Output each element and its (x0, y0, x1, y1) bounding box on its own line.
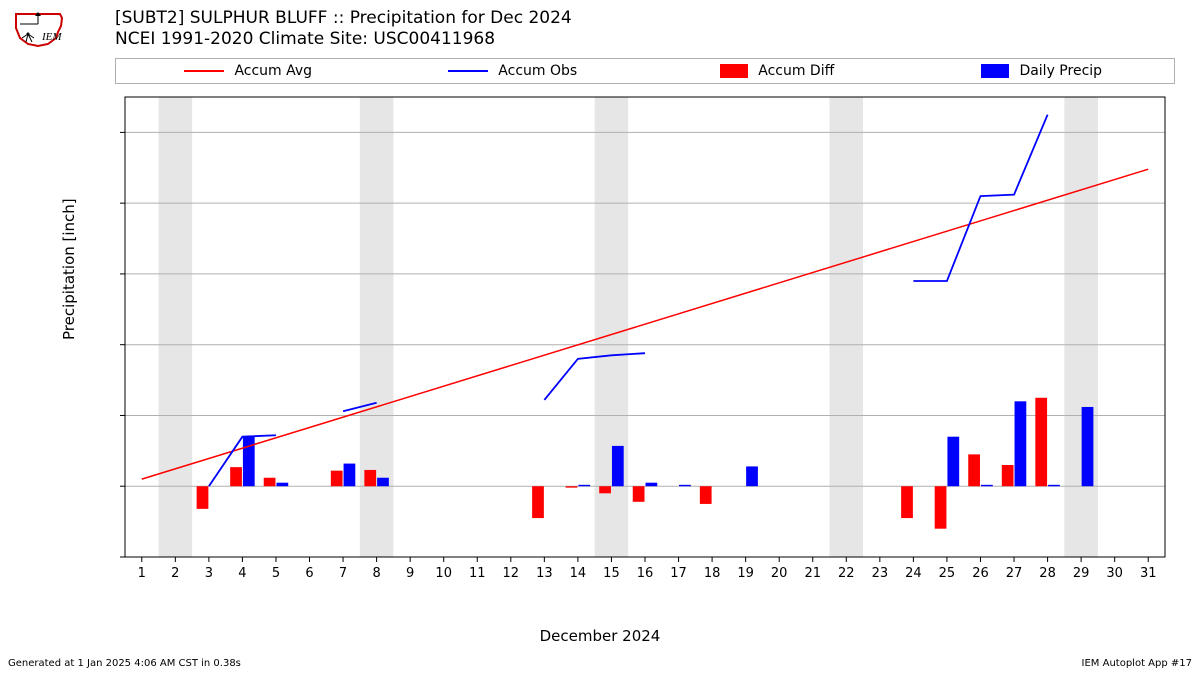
title-line1: [SUBT2] SULPHUR BLUFF :: Precipitation f… (115, 8, 572, 29)
svg-text:14: 14 (570, 566, 587, 581)
svg-text:24: 24 (905, 566, 922, 581)
legend-label: Accum Avg (234, 63, 312, 79)
svg-text:8: 8 (372, 566, 380, 581)
svg-text:18: 18 (704, 566, 721, 581)
svg-text:23: 23 (872, 566, 889, 581)
svg-text:21: 21 (804, 566, 821, 581)
svg-text:19: 19 (737, 566, 754, 581)
svg-text:22: 22 (838, 566, 855, 581)
svg-text:2: 2 (171, 566, 179, 581)
y-axis-label: Precipitation [inch] (60, 198, 78, 340)
svg-text:9: 9 (406, 566, 414, 581)
svg-text:31: 31 (1140, 566, 1157, 581)
footer-generated: Generated at 1 Jan 2025 4:06 AM CST in 0… (8, 658, 241, 669)
legend-swatch (720, 64, 748, 78)
svg-text:6: 6 (305, 566, 313, 581)
legend-swatch (448, 70, 488, 72)
legend-swatch (981, 64, 1009, 78)
svg-text:3: 3 (205, 566, 213, 581)
svg-text:17: 17 (670, 566, 687, 581)
svg-text:4: 4 (238, 566, 246, 581)
svg-text:27: 27 (1006, 566, 1023, 581)
legend-label: Accum Obs (498, 63, 577, 79)
legend-label: Daily Precip (1019, 63, 1102, 79)
svg-text:30: 30 (1106, 566, 1123, 581)
title-line2: NCEI 1991-2020 Climate Site: USC00411968 (115, 29, 572, 50)
iem-logo: IEM (8, 8, 70, 54)
svg-text:26: 26 (972, 566, 989, 581)
legend: Accum Avg Accum Obs Accum Diff Daily Precip (115, 58, 1175, 84)
footer-app: IEM Autoplot App #17 (1082, 658, 1192, 669)
svg-text:13: 13 (536, 566, 553, 581)
legend-label: Accum Diff (758, 63, 834, 79)
svg-text:29: 29 (1073, 566, 1090, 581)
svg-text:11: 11 (469, 566, 486, 581)
legend-item: Accum Avg (116, 63, 381, 79)
svg-text:20: 20 (771, 566, 788, 581)
legend-item: Accum Diff (645, 63, 910, 79)
svg-text:25: 25 (939, 566, 956, 581)
svg-text:12: 12 (503, 566, 520, 581)
svg-text:5: 5 (272, 566, 280, 581)
legend-swatch (184, 70, 224, 72)
chart-title: [SUBT2] SULPHUR BLUFF :: Precipitation f… (115, 8, 572, 51)
x-axis-label: December 2024 (0, 627, 1200, 645)
svg-text:IEM: IEM (41, 31, 62, 43)
svg-text:15: 15 (603, 566, 620, 581)
chart-area: -101234512345678910111213141516171819202… (115, 92, 1175, 602)
legend-item: Accum Obs (381, 63, 646, 79)
svg-text:1: 1 (138, 566, 146, 581)
legend-item: Daily Precip (910, 63, 1175, 79)
svg-text:10: 10 (435, 566, 452, 581)
svg-text:7: 7 (339, 566, 347, 581)
svg-text:16: 16 (637, 566, 654, 581)
svg-text:28: 28 (1039, 566, 1056, 581)
